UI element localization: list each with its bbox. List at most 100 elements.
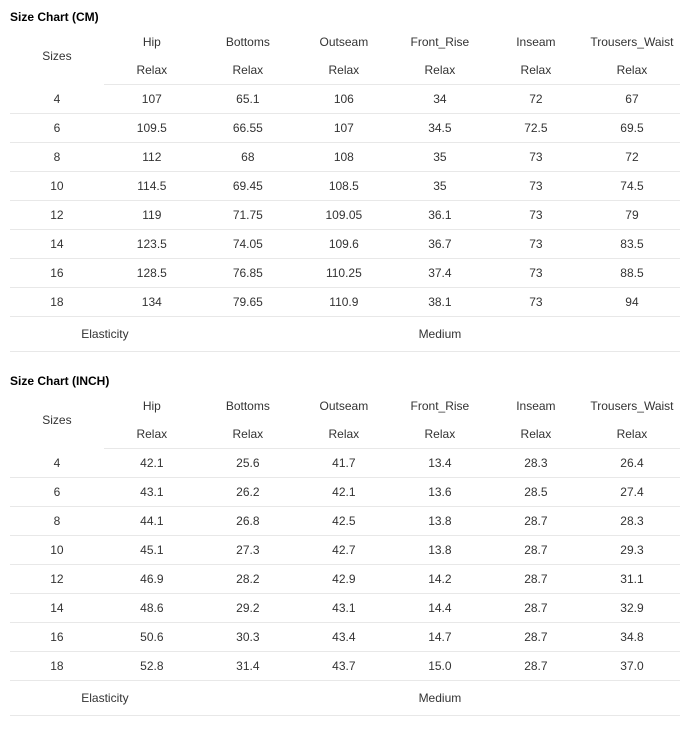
value-cell: 14.4 [392, 594, 488, 623]
value-cell: 128.5 [104, 259, 200, 288]
size-cell: 14 [10, 594, 104, 623]
value-cell: 42.7 [296, 536, 392, 565]
value-cell: 28.7 [488, 594, 584, 623]
value-cell: 34.8 [584, 623, 680, 652]
chart-title: Size Chart (CM) [10, 10, 680, 24]
size-cell: 16 [10, 259, 104, 288]
value-cell: 26.4 [584, 449, 680, 478]
value-cell: 42.5 [296, 507, 392, 536]
table-row: 1813479.65110.938.17394 [10, 288, 680, 317]
column-header: Hip [104, 28, 200, 56]
table-row: 1650.630.343.414.728.734.8 [10, 623, 680, 652]
value-cell: 43.4 [296, 623, 392, 652]
value-cell: 35 [392, 143, 488, 172]
value-cell: 38.1 [392, 288, 488, 317]
value-cell: 134 [104, 288, 200, 317]
value-cell: 37.0 [584, 652, 680, 681]
value-cell: 28.5 [488, 478, 584, 507]
value-cell: 28.7 [488, 565, 584, 594]
column-subheader: Relax [296, 56, 392, 85]
value-cell: 73 [488, 143, 584, 172]
column-header: Bottoms [200, 28, 296, 56]
value-cell: 32.9 [584, 594, 680, 623]
column-subheader: Relax [200, 420, 296, 449]
value-cell: 83.5 [584, 230, 680, 259]
chart-title: Size Chart (INCH) [10, 374, 680, 388]
value-cell: 27.3 [200, 536, 296, 565]
value-cell: 44.1 [104, 507, 200, 536]
size-cell: 16 [10, 623, 104, 652]
column-header: Outseam [296, 392, 392, 420]
column-header: Outseam [296, 28, 392, 56]
value-cell: 28.7 [488, 536, 584, 565]
size-cell: 8 [10, 143, 104, 172]
column-subheader: Relax [584, 56, 680, 85]
value-cell: 74.5 [584, 172, 680, 201]
value-cell: 28.2 [200, 565, 296, 594]
value-cell: 42.1 [104, 449, 200, 478]
table-row: 1852.831.443.715.028.737.0 [10, 652, 680, 681]
value-cell: 109.05 [296, 201, 392, 230]
value-cell: 73 [488, 230, 584, 259]
column-subheader: Relax [584, 420, 680, 449]
sizes-header: Sizes [10, 392, 104, 449]
value-cell: 73 [488, 288, 584, 317]
table-row: 1045.127.342.713.828.729.3 [10, 536, 680, 565]
size-chart-block: Size Chart (CM) SizesHipBottomsOutseamFro… [10, 10, 680, 352]
column-header: Front_Rise [392, 28, 488, 56]
column-header: Front_Rise [392, 392, 488, 420]
value-cell: 66.55 [200, 114, 296, 143]
value-cell: 13.6 [392, 478, 488, 507]
value-cell: 31.1 [584, 565, 680, 594]
column-subheader: Relax [104, 420, 200, 449]
value-cell: 13.8 [392, 536, 488, 565]
value-cell: 106 [296, 85, 392, 114]
value-cell: 71.75 [200, 201, 296, 230]
column-header: Trousers_Waist [584, 392, 680, 420]
size-cell: 10 [10, 536, 104, 565]
value-cell: 29.3 [584, 536, 680, 565]
size-cell: 6 [10, 478, 104, 507]
footer-row: ElasticityMedium [10, 681, 680, 716]
column-header: Hip [104, 392, 200, 420]
value-cell: 35 [392, 172, 488, 201]
value-cell: 28.3 [584, 507, 680, 536]
value-cell: 34 [392, 85, 488, 114]
table-row: 442.125.641.713.428.326.4 [10, 449, 680, 478]
value-cell: 42.1 [296, 478, 392, 507]
value-cell: 34.5 [392, 114, 488, 143]
value-cell: 36.1 [392, 201, 488, 230]
footer-value: Medium [200, 681, 680, 716]
value-cell: 36.7 [392, 230, 488, 259]
column-header: Inseam [488, 392, 584, 420]
table-row: 16128.576.85110.2537.47388.5 [10, 259, 680, 288]
value-cell: 110.9 [296, 288, 392, 317]
footer-row: ElasticityMedium [10, 317, 680, 352]
size-cell: 14 [10, 230, 104, 259]
value-cell: 48.6 [104, 594, 200, 623]
value-cell: 41.7 [296, 449, 392, 478]
footer-value: Medium [200, 317, 680, 352]
value-cell: 13.4 [392, 449, 488, 478]
size-cell: 10 [10, 172, 104, 201]
value-cell: 28.7 [488, 507, 584, 536]
column-header: Inseam [488, 28, 584, 56]
table-row: 10114.569.45108.5357374.5 [10, 172, 680, 201]
size-chart-table: SizesHipBottomsOutseamFront_RiseInseamTr… [10, 28, 680, 352]
table-row: 643.126.242.113.628.527.4 [10, 478, 680, 507]
footer-label: Elasticity [10, 681, 200, 716]
size-chart-table: SizesHipBottomsOutseamFront_RiseInseamTr… [10, 392, 680, 716]
value-cell: 67 [584, 85, 680, 114]
table-row: 1246.928.242.914.228.731.1 [10, 565, 680, 594]
table-row: 1211971.75109.0536.17379 [10, 201, 680, 230]
sizes-header: Sizes [10, 28, 104, 85]
column-subheader: Relax [296, 420, 392, 449]
value-cell: 112 [104, 143, 200, 172]
table-row: 844.126.842.513.828.728.3 [10, 507, 680, 536]
value-cell: 30.3 [200, 623, 296, 652]
column-header: Bottoms [200, 392, 296, 420]
value-cell: 29.2 [200, 594, 296, 623]
table-row: 410765.1106347267 [10, 85, 680, 114]
value-cell: 110.25 [296, 259, 392, 288]
size-cell: 18 [10, 288, 104, 317]
